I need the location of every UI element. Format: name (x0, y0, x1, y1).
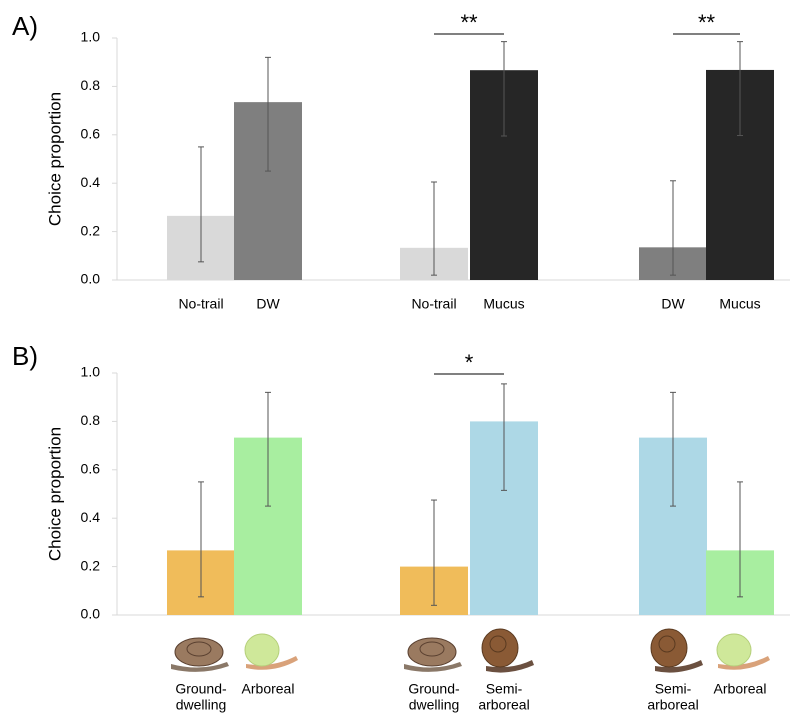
snail-icon (171, 638, 229, 672)
panel-label: A) (12, 11, 38, 41)
y-tick-label: 0.6 (81, 126, 101, 142)
snail-shell (482, 629, 518, 667)
x-tick-label: DW (256, 296, 280, 312)
y-tick-label: 0.8 (81, 77, 101, 93)
x-tick-label: Arboreal (242, 681, 295, 697)
x-tick-label: DW (661, 296, 685, 312)
x-tick-label: Mucus (719, 296, 760, 312)
significance-label: ** (698, 10, 716, 35)
snail-icon (245, 634, 298, 670)
y-tick-label: 0.4 (81, 174, 101, 190)
x-tick-label: Ground- (408, 681, 460, 697)
x-tick-label: Mucus (483, 296, 524, 312)
x-tick-label: No-trail (411, 296, 456, 312)
y-tick-label: 0.6 (81, 461, 101, 477)
snail-shell (651, 629, 687, 667)
panel-label: B) (12, 341, 38, 371)
y-tick-label: 0.2 (81, 557, 101, 573)
x-tick-label: arboreal (478, 697, 529, 713)
significance-label: ** (460, 10, 478, 35)
x-tick-label: dwelling (409, 697, 460, 713)
y-tick-label: 0.8 (81, 412, 101, 428)
x-tick-label: Ground- (175, 681, 227, 697)
snail-icon (404, 638, 462, 672)
y-tick-label: 0.4 (81, 509, 101, 525)
x-tick-label: Arboreal (714, 681, 767, 697)
y-tick-label: 0.0 (81, 271, 101, 287)
snail-icon (482, 629, 534, 673)
x-tick-label: arboreal (647, 697, 698, 713)
x-tick-label: dwelling (176, 697, 227, 713)
x-tick-label: No-trail (178, 296, 223, 312)
y-axis-label: Choice proportion (45, 427, 64, 561)
figure: A) Choice proportion 0.0 0.2 0.4 0.6 0.8 1.0 No-… (0, 0, 793, 713)
significance-label: * (465, 350, 474, 375)
snail-icon (717, 634, 770, 670)
y-tick-label: 1.0 (81, 364, 101, 380)
y-tick-label: 1.0 (81, 29, 101, 45)
y-tick-label: 0.0 (81, 606, 101, 622)
snail-shell (717, 634, 751, 666)
snail-shell (245, 634, 279, 666)
x-tick-label: Semi- (486, 681, 523, 697)
y-axis-label: Choice proportion (45, 92, 64, 226)
snail-icon (651, 629, 703, 673)
x-tick-label: Semi- (655, 681, 692, 697)
y-tick-label: 0.2 (81, 222, 101, 238)
